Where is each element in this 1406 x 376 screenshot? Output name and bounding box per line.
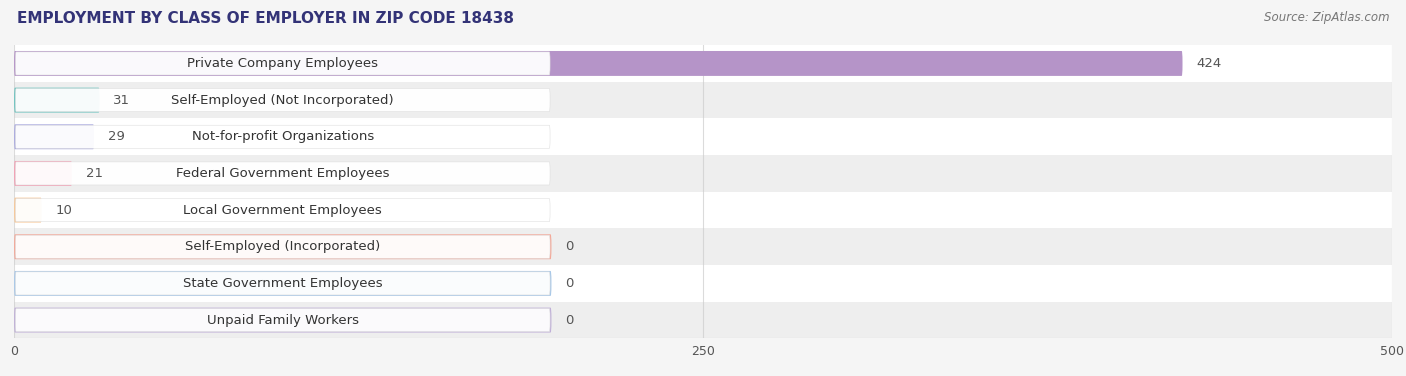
- Text: Federal Government Employees: Federal Government Employees: [176, 167, 389, 180]
- FancyBboxPatch shape: [15, 89, 550, 112]
- FancyBboxPatch shape: [14, 51, 1182, 76]
- Text: 0: 0: [565, 277, 574, 290]
- Text: 10: 10: [55, 203, 72, 217]
- FancyBboxPatch shape: [14, 161, 72, 186]
- Bar: [14, 155, 1392, 192]
- Text: 31: 31: [114, 94, 131, 107]
- Text: Local Government Employees: Local Government Employees: [183, 203, 382, 217]
- FancyBboxPatch shape: [14, 271, 551, 296]
- FancyBboxPatch shape: [14, 124, 94, 149]
- Text: 21: 21: [86, 167, 103, 180]
- Bar: [14, 265, 1392, 302]
- FancyBboxPatch shape: [14, 88, 100, 112]
- Text: Source: ZipAtlas.com: Source: ZipAtlas.com: [1264, 11, 1389, 24]
- FancyBboxPatch shape: [15, 162, 550, 185]
- Text: Self-Employed (Not Incorporated): Self-Employed (Not Incorporated): [172, 94, 394, 107]
- Bar: [14, 302, 1392, 338]
- FancyBboxPatch shape: [15, 235, 550, 258]
- Bar: [14, 118, 1392, 155]
- FancyBboxPatch shape: [15, 52, 550, 75]
- Text: 424: 424: [1197, 57, 1222, 70]
- FancyBboxPatch shape: [15, 272, 550, 295]
- FancyBboxPatch shape: [15, 125, 550, 148]
- Bar: [14, 192, 1392, 229]
- FancyBboxPatch shape: [15, 199, 550, 221]
- FancyBboxPatch shape: [14, 198, 42, 223]
- FancyBboxPatch shape: [14, 308, 551, 332]
- Text: 0: 0: [565, 314, 574, 327]
- Text: EMPLOYMENT BY CLASS OF EMPLOYER IN ZIP CODE 18438: EMPLOYMENT BY CLASS OF EMPLOYER IN ZIP C…: [17, 11, 513, 26]
- Text: State Government Employees: State Government Employees: [183, 277, 382, 290]
- Bar: [14, 45, 1392, 82]
- Text: Self-Employed (Incorporated): Self-Employed (Incorporated): [186, 240, 381, 253]
- Text: Unpaid Family Workers: Unpaid Family Workers: [207, 314, 359, 327]
- Bar: [14, 229, 1392, 265]
- FancyBboxPatch shape: [14, 234, 551, 259]
- FancyBboxPatch shape: [15, 309, 550, 332]
- Bar: [14, 82, 1392, 118]
- Text: 0: 0: [565, 240, 574, 253]
- Text: Not-for-profit Organizations: Not-for-profit Organizations: [191, 130, 374, 143]
- Text: Private Company Employees: Private Company Employees: [187, 57, 378, 70]
- Text: 29: 29: [108, 130, 125, 143]
